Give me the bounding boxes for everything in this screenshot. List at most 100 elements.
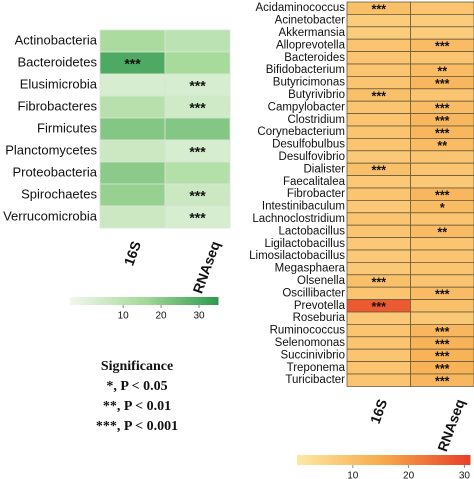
heat-cell	[410, 175, 474, 189]
significance-label: **	[437, 226, 447, 240]
heat-cell	[346, 361, 411, 375]
colorbar-swatch	[97, 297, 101, 305]
colorbar-swatch	[114, 297, 118, 305]
colorbar-swatch	[409, 455, 413, 465]
heat-cell	[410, 150, 474, 164]
colorbar-swatch	[181, 297, 184, 305]
colorbar-swatch	[173, 297, 177, 305]
heat-cell	[346, 373, 411, 387]
significance-label: ***	[435, 374, 450, 388]
row-label: Intestinibaculum	[262, 201, 345, 213]
row-label: Olsenella	[297, 275, 346, 287]
colorbar-swatch	[464, 455, 468, 465]
significance-label: ***	[435, 40, 450, 54]
colorbar-swatch	[432, 455, 436, 465]
heat-cell	[346, 76, 411, 90]
colorbar-swatch	[305, 455, 310, 465]
colorbar-swatch	[383, 455, 387, 465]
heat-cell	[346, 224, 411, 238]
colorbar-swatch	[151, 297, 155, 305]
colorbar-tick-label: 30	[459, 471, 471, 479]
heat-cell	[346, 113, 411, 127]
significance-label: ***	[124, 56, 141, 72]
significance-label: ***	[435, 350, 450, 364]
colorbar-swatch	[111, 297, 115, 305]
row-label: Faecalitalea	[283, 176, 346, 188]
row-label: Alloprevotella	[276, 39, 346, 51]
colorbar-swatch	[395, 455, 399, 465]
colorbar-swatch	[423, 455, 428, 465]
row-label: Ruminococcus	[270, 325, 346, 337]
colorbar-swatch	[213, 297, 217, 305]
colorbar-swatch	[418, 455, 422, 465]
colorbar-swatch	[415, 455, 419, 465]
colorbar-tick-label: 10	[118, 311, 130, 322]
colorbar-swatch	[102, 297, 106, 305]
colorbar-swatch	[363, 455, 367, 465]
heat-cell	[346, 38, 411, 53]
colorbar-swatch	[188, 297, 192, 305]
row-label: Actinobacteria	[15, 32, 98, 47]
row-label: Roseburia	[293, 312, 346, 324]
colorbar-swatch	[420, 455, 425, 465]
heat-cell	[346, 13, 411, 28]
colorbar-swatch	[107, 297, 110, 305]
heat-cell	[99, 161, 166, 185]
row-label: Lachnoclostridium	[252, 213, 345, 225]
colorbar-swatch	[331, 455, 335, 465]
row-label: Desulfovibrio	[279, 151, 345, 163]
colorbar-tick-label: 30	[193, 311, 205, 322]
colorbar-swatch	[74, 297, 78, 305]
colorbar-swatch	[82, 297, 86, 305]
legend-title: Significance	[101, 359, 173, 374]
row-label: Akkermansia	[279, 27, 346, 39]
colorbar-swatch	[374, 455, 379, 465]
legend-item: ***, P < 0.001	[96, 419, 178, 434]
row-label: Campylobacter	[268, 101, 346, 113]
heat-cell	[410, 88, 474, 102]
heat-cell	[410, 274, 474, 288]
heat-cell	[410, 261, 474, 276]
colorbar-swatch	[348, 455, 353, 465]
colorbar-swatch	[328, 455, 333, 465]
colorbar-swatch	[94, 297, 98, 305]
heat-cell	[346, 249, 411, 263]
colorbar-swatch	[126, 297, 130, 305]
row-label: Bacteroidetes	[18, 54, 98, 69]
colorbar-swatch	[84, 297, 88, 305]
heat-cell	[346, 348, 411, 363]
colorbar-swatch	[467, 455, 471, 465]
colorbar-swatch	[311, 455, 315, 465]
colorbar-swatch	[87, 297, 91, 305]
significance-label: ***	[371, 2, 386, 16]
colorbar-swatch	[314, 455, 318, 465]
colorbar-swatch	[77, 297, 81, 305]
heat-cell	[99, 95, 166, 119]
colorbar-swatch	[377, 455, 382, 465]
heat-cell	[410, 373, 474, 387]
colorbar-swatch	[168, 297, 172, 305]
heat-cell	[346, 311, 411, 325]
colorbar-swatch	[210, 297, 214, 305]
significance-label: *	[440, 201, 445, 215]
column-label: RNAseq	[434, 397, 468, 454]
significance-label: ***	[435, 188, 450, 202]
colorbar-swatch	[360, 455, 364, 465]
colorbar-swatch	[406, 455, 410, 465]
heat-cell	[346, 100, 411, 114]
heat-cell	[410, 26, 474, 40]
heat-cell	[164, 51, 231, 75]
heat-cell	[164, 161, 231, 185]
column-label: 16S	[121, 239, 145, 268]
colorbar-swatch	[163, 297, 167, 305]
colorbar-swatch	[438, 455, 442, 465]
colorbar-swatch	[92, 297, 96, 305]
row-label: Dialister	[303, 163, 345, 175]
row-label: Limosilactobacillus	[249, 250, 345, 262]
colorbar-swatch	[109, 297, 113, 305]
significance-label: ***	[435, 362, 450, 376]
colorbar-swatch	[400, 455, 405, 465]
colorbar-swatch	[158, 297, 162, 305]
heat-cell	[99, 205, 166, 229]
colorbar-swatch	[458, 455, 462, 465]
